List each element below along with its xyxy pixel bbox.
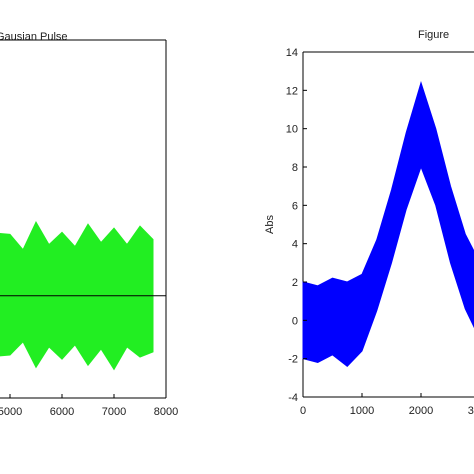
- y-tick-label: 12: [286, 85, 298, 97]
- chart-title: Figure: [418, 29, 449, 41]
- y-tick-label: 2: [292, 277, 298, 289]
- signal-band: [302, 80, 474, 368]
- y-tick-label: -4: [288, 392, 298, 404]
- x-tick-label: 1000: [350, 405, 374, 417]
- x-tick-label: 5000: [0, 406, 22, 418]
- x-tick-label: 8000: [154, 406, 178, 418]
- chart-title: Gausian Pulse: [0, 31, 68, 43]
- y-tick-label: 4: [292, 239, 298, 251]
- x-tick-label: 2000: [409, 405, 433, 417]
- y-tick-label: 6: [292, 200, 298, 212]
- x-tick-label: 0: [300, 405, 306, 417]
- y-axis-label: Abs: [264, 215, 276, 234]
- x-tick-label: 6000: [50, 406, 74, 418]
- y-tick-label: 8: [292, 162, 298, 174]
- x-tick-label: 7000: [102, 406, 126, 418]
- y-tick-label: -2: [288, 354, 298, 366]
- y-tick-label: 0: [292, 315, 298, 327]
- x-tick-label: 3000: [468, 405, 474, 417]
- y-tick-label: 14: [286, 47, 298, 59]
- y-tick-label: 10: [286, 124, 298, 136]
